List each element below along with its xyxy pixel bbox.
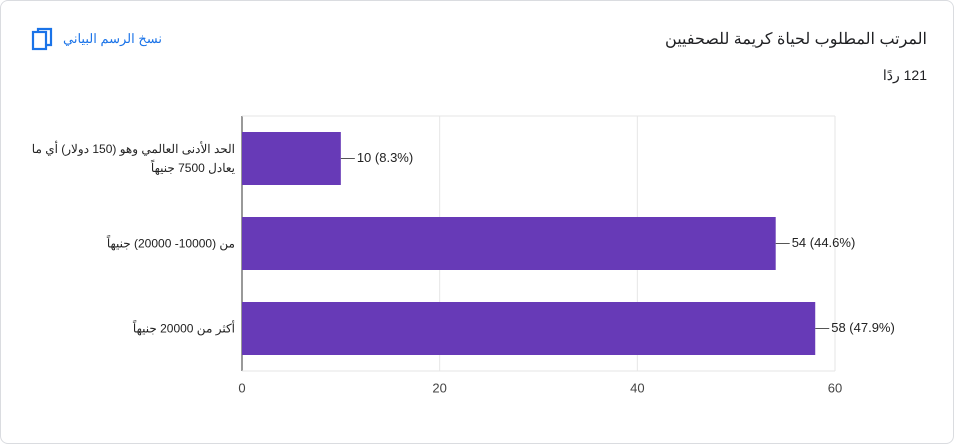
x-tick-label: 40: [630, 380, 644, 395]
x-tick-label: 60: [828, 380, 842, 395]
response-count: 121 ردًا: [882, 67, 927, 83]
copy-chart-button[interactable]: نسخ الرسم البياني: [31, 27, 162, 51]
x-tick-label: 20: [432, 380, 446, 395]
bar: [242, 217, 776, 270]
category-label: الحد الأدنى العالمي وهو (150 دولار) أي م…: [31, 141, 235, 175]
value-label: 10 (8.3%): [357, 150, 413, 165]
copy-chart-label[interactable]: نسخ الرسم البياني: [63, 31, 162, 46]
category-label: أكثر من 20000 جنيهاً: [132, 321, 235, 335]
bar: [242, 132, 341, 185]
copy-icon: [31, 27, 53, 51]
value-label: 58 (47.9%): [831, 320, 895, 335]
chart-title: المرتب المطلوب لحياة كريمة للصحفيين: [665, 31, 927, 48]
value-label: 54 (44.6%): [792, 235, 856, 250]
x-tick-label: 0: [238, 380, 245, 395]
bar: [242, 302, 816, 355]
category-label: من (10000- 20000) جنيهاً: [106, 236, 235, 250]
